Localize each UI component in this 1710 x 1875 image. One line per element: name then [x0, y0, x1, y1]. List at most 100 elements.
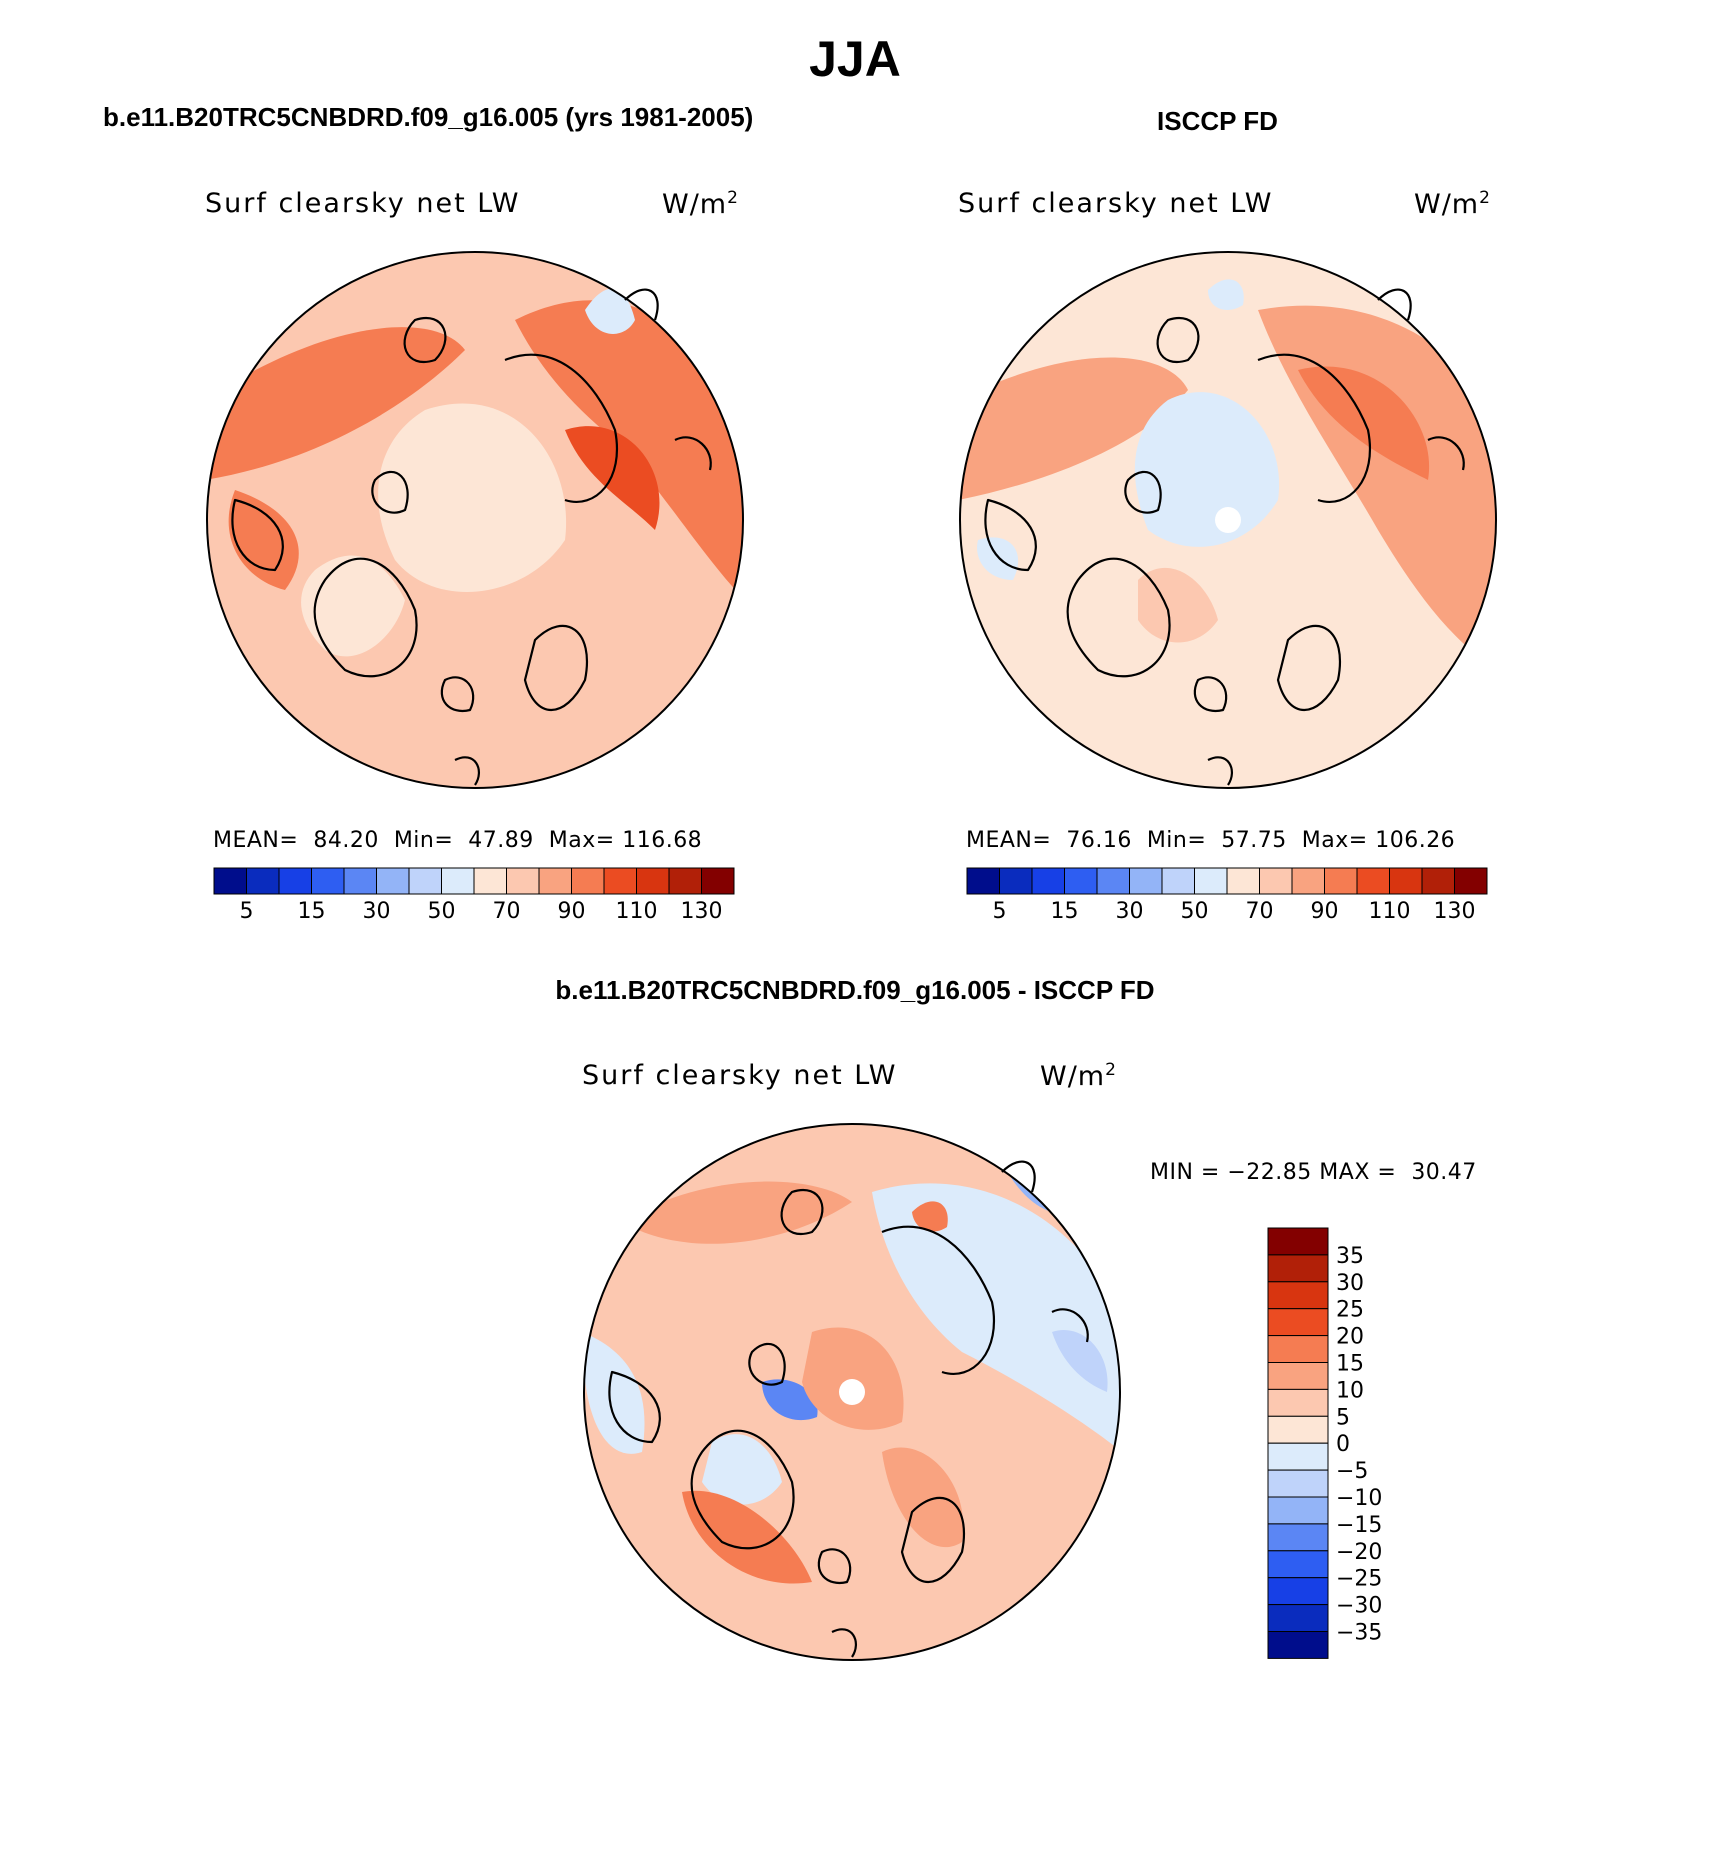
panel3-colorbar-tick: −35 [1336, 1621, 1382, 1646]
panel1-colorbar-box [701, 867, 735, 895]
panel2-colorbar-box [1096, 867, 1130, 895]
panel3-coastlines [608, 1160, 1089, 1658]
panel3-units: W/m2 [1040, 1060, 1117, 1092]
panel1-colorbar-box [311, 867, 345, 895]
panel3-colorbar-box [1267, 1388, 1329, 1417]
panel1-colorbar-box [213, 867, 247, 895]
panel2-map-border [959, 251, 1497, 789]
panel1-colorbar-tick: 5 [240, 899, 254, 924]
panel3-region [682, 1490, 812, 1584]
panel2-colorbar-tick: 70 [1246, 899, 1274, 924]
panel2-colorbar-tick: 15 [1051, 899, 1079, 924]
panel1-region [207, 327, 465, 480]
panel3-colorbar-box [1267, 1469, 1329, 1498]
panel2-colorbar-box [1194, 867, 1228, 895]
panel1-colorbar-box [246, 867, 280, 895]
panel3-region [622, 1181, 852, 1244]
panel2-colorbar-tick: 50 [1181, 899, 1209, 924]
panel1-colorbar-tick: 50 [428, 899, 456, 924]
panel3-colorbar-box [1267, 1254, 1329, 1283]
panel3-colorbar-tick: −30 [1336, 1594, 1382, 1619]
panel3-subtitle: b.e11.B20TRC5CNBDRD.f09_g16.005 - ISCCP … [555, 975, 1155, 1005]
panel1-region [301, 555, 405, 657]
panel3-colorbar-tick: −20 [1336, 1540, 1382, 1565]
panel3-colorbar-box [1267, 1281, 1329, 1310]
panel2-colorbar-box [1421, 867, 1455, 895]
panel2-region [1208, 279, 1244, 310]
panel1-region [565, 426, 660, 530]
panel3-region [584, 1332, 645, 1454]
panel1-subtitle: b.e11.B20TRC5CNBDRD.f09_g16.005 (yrs 198… [103, 102, 754, 132]
panel2-colorbar-box [999, 867, 1033, 895]
panel3-colorbar-tick: 0 [1336, 1432, 1350, 1457]
panel3-pole-hole [839, 1379, 865, 1405]
panel1-stats: MEAN= 84.20 Min= 47.89 Max= 116.68 [213, 828, 703, 853]
panel3-region [1052, 1330, 1108, 1392]
panel3-colorbar-box [1267, 1335, 1329, 1363]
panel1-colorbar-tick: 30 [363, 899, 391, 924]
panel1-colorbar-tick: 90 [558, 899, 586, 924]
panel3-colorbar-box [1267, 1577, 1329, 1606]
panel2-colorbar-box [1031, 867, 1065, 895]
panel2-region [960, 357, 1188, 500]
panel3-colorbar-tick: 30 [1336, 1271, 1364, 1296]
panel1-colorbar-box [408, 867, 442, 895]
panel1-map-border [206, 251, 744, 789]
panel2-region [1298, 366, 1430, 480]
panel2-stats: MEAN= 76.16 Min= 57.75 Max= 106.26 [966, 828, 1456, 853]
panel3-field-title: Surf clearsky net LW [582, 1060, 898, 1091]
panel3-region [872, 1183, 1120, 1452]
panel3-colorbar-tick: 20 [1336, 1325, 1364, 1350]
panel1-colorbar-box [636, 867, 670, 895]
panel2-colorbar-box [1356, 867, 1390, 895]
panel1-colorbar-box [343, 867, 377, 895]
panel3-region [882, 1447, 964, 1548]
panel2-colorbar-tick: 90 [1311, 899, 1339, 924]
panel3-region [702, 1434, 782, 1505]
panel2-colorbar-box [1129, 867, 1163, 895]
panel3-region [912, 1201, 948, 1232]
panel2-colorbar-tick: 110 [1369, 899, 1411, 924]
panel1-colorbar-tick: 130 [681, 899, 723, 924]
panel3-colorbar-box [1267, 1550, 1329, 1579]
panel2-colorbar-box [1291, 867, 1325, 895]
panel1-polar-map [206, 251, 744, 789]
panel1-colorbar: 5 15 30 50 70 90 110 130 [213, 867, 735, 924]
panel2-colorbar-tick: 30 [1116, 899, 1144, 924]
panel3-colorbar-box [1267, 1227, 1329, 1256]
panel2-units: W/m2 [1414, 188, 1491, 220]
panel2-colorbar-box [1259, 867, 1293, 895]
panel1-colorbar-box [278, 867, 312, 895]
panel1-colorbar-box [473, 867, 507, 895]
panel3-map-border [583, 1123, 1121, 1661]
panel1-colorbar-tick: 15 [298, 899, 326, 924]
panel2-polar-map [959, 251, 1497, 789]
panel3-colorbar-tick: 15 [1336, 1352, 1364, 1377]
panel1-colorbar-tick: 70 [493, 899, 521, 924]
panel3-colorbar-tick: 5 [1336, 1405, 1350, 1430]
panel2-colorbar: 5 15 30 50 70 90 110 130 [966, 867, 1488, 924]
panel1-field-title: Surf clearsky net LW [205, 188, 521, 219]
panel3-colorbar-box [1267, 1523, 1329, 1552]
panel3-stats: MIN = −22.85 MAX = 30.47 [1150, 1160, 1477, 1185]
panel3-colorbar-tick: −15 [1336, 1513, 1382, 1538]
panel3-colorbar-tick: 10 [1336, 1378, 1364, 1403]
panel1-coastlines [231, 288, 712, 786]
panel3-colorbar-tick: −25 [1336, 1567, 1382, 1592]
panel1-colorbar-box [603, 867, 637, 895]
panel2-colorbar-box [1161, 867, 1195, 895]
panel3-region [802, 1327, 904, 1430]
panel1-region [378, 403, 567, 593]
panel3-colorbar-box [1267, 1604, 1329, 1633]
panel3-region [762, 1379, 818, 1421]
panel2-colorbar-box [1324, 867, 1358, 895]
figure-title: JJA [809, 31, 901, 87]
panel1-colorbar-box [571, 867, 605, 895]
panel3-colorbar-box [1267, 1415, 1329, 1444]
panel3-colorbar-tick: 25 [1336, 1298, 1364, 1323]
panel3-colorbar-box [1267, 1631, 1329, 1659]
panel1-colorbar-tick: 110 [616, 899, 658, 924]
panel2-region [1138, 567, 1218, 643]
panel3-colorbar-box [1267, 1308, 1329, 1337]
